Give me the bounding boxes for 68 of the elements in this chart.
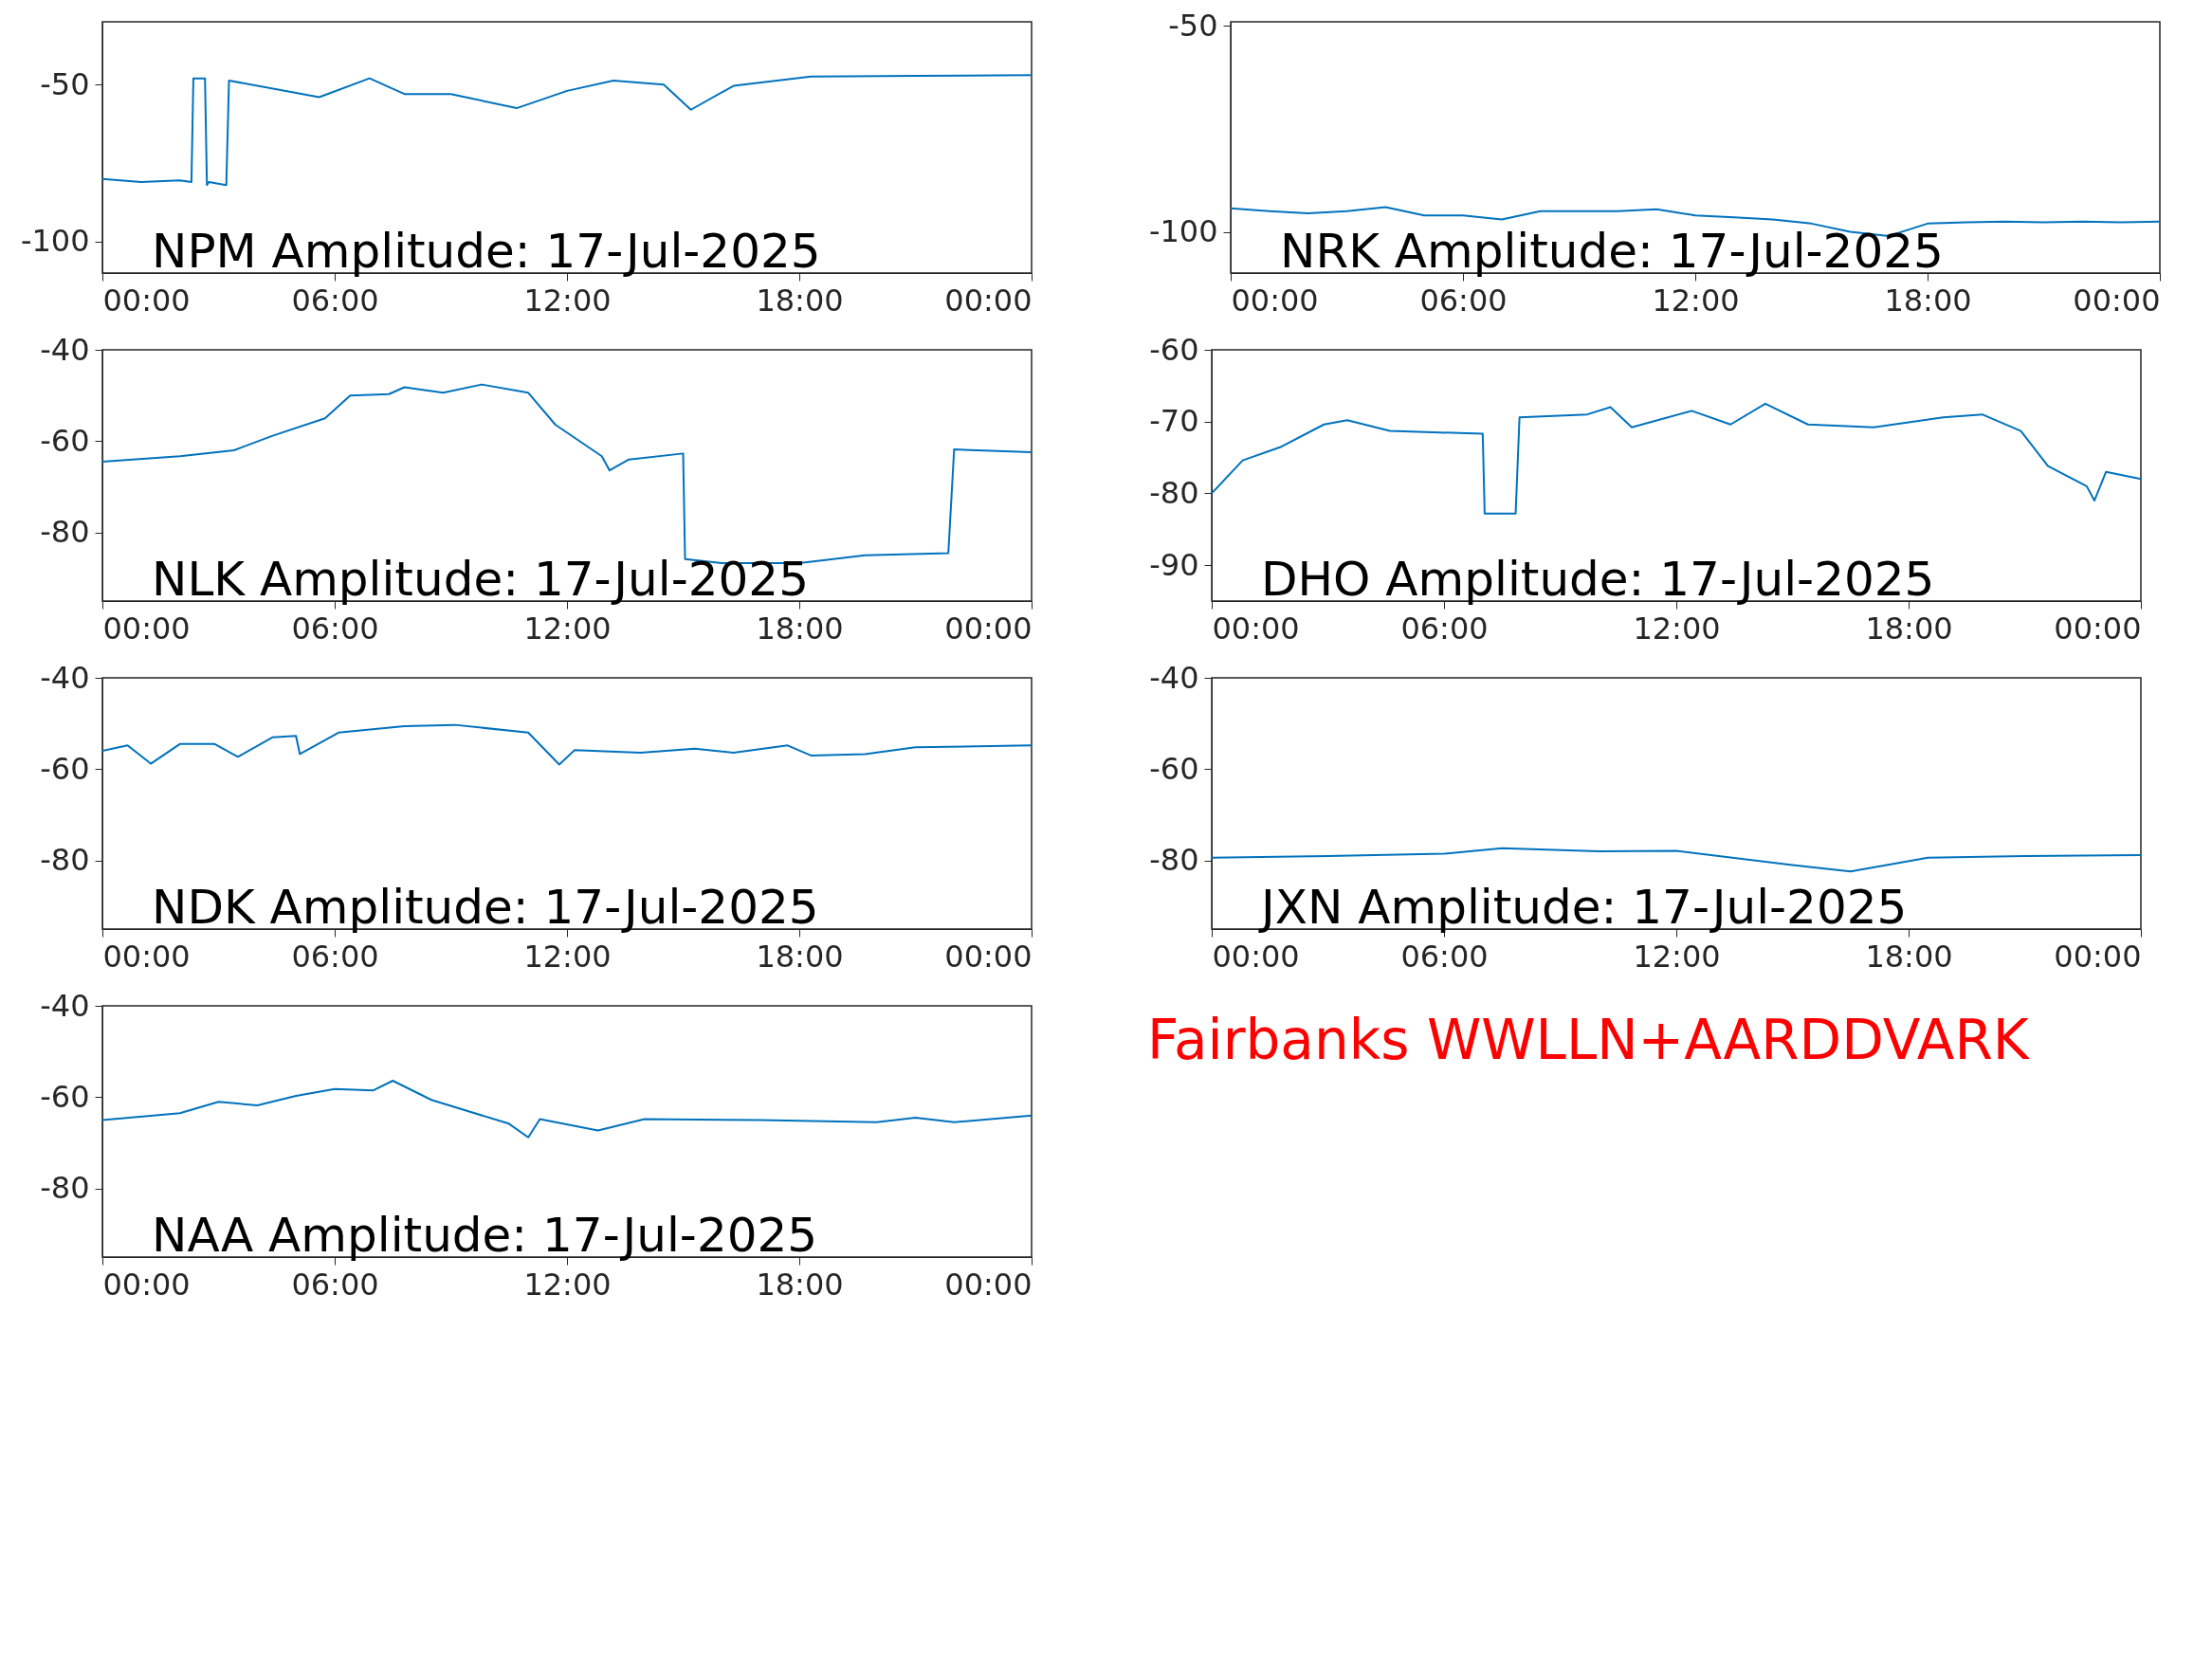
- text: NPM Amplitude: 17-Jul-2025: [152, 224, 821, 279]
- y-tick-label: -40: [40, 659, 90, 696]
- x-tick-label: 06:00: [1419, 282, 1508, 319]
- y-tick-label: -90: [1149, 546, 1199, 583]
- x-tick-label: 00:00: [1212, 938, 1300, 975]
- y-tick-label: -100: [20, 223, 90, 260]
- x-tick-label: 18:00: [756, 938, 844, 975]
- y-tick-label: -70: [1149, 403, 1199, 440]
- y-tick-label: -60: [40, 422, 90, 459]
- x-tick-label: 00:00: [1212, 610, 1300, 647]
- x-tick-label: 12:00: [523, 1266, 612, 1303]
- y-tick-label: -80: [1149, 842, 1199, 879]
- x-tick-label: 00:00: [2054, 610, 2142, 647]
- text: Fairbanks WWLLN+AARDDVARK: [1147, 1008, 2031, 1072]
- text: DHO Amplitude: 17-Jul-2025: [1261, 552, 1935, 607]
- line-series: [1212, 402, 2141, 515]
- y-tick-label: -50: [1168, 7, 1218, 44]
- x-tick-label: 06:00: [291, 1266, 379, 1303]
- x-tick-label: 00:00: [944, 282, 1033, 319]
- x-tick-label: 00:00: [1231, 282, 1319, 319]
- line-series: [1212, 847, 2141, 873]
- x-tick-label: 06:00: [1400, 938, 1489, 975]
- x-tick-label: 00:00: [102, 1266, 191, 1303]
- y-tick-label: -100: [1148, 213, 1218, 250]
- x-tick-label: 00:00: [102, 938, 191, 975]
- line-series: [102, 1080, 1032, 1139]
- line-series: [102, 74, 1032, 187]
- x-tick-label: 00:00: [2073, 282, 2161, 319]
- y-tick-label: -80: [40, 842, 90, 879]
- x-tick-label: 06:00: [291, 610, 379, 647]
- x-tick-label: 12:00: [523, 610, 612, 647]
- text: NAA Amplitude: 17-Jul-2025: [152, 1208, 818, 1263]
- x-tick-label: 18:00: [1865, 938, 1953, 975]
- x-tick-label: 00:00: [944, 610, 1033, 647]
- x-tick-label: 18:00: [756, 282, 844, 319]
- x-tick-label: 12:00: [1633, 610, 1721, 647]
- y-tick-label: -50: [40, 65, 90, 102]
- x-tick-label: 00:00: [944, 1266, 1033, 1303]
- y-tick-label: -40: [40, 331, 90, 368]
- x-tick-label: 06:00: [291, 282, 379, 319]
- x-tick-label: 18:00: [1884, 282, 1972, 319]
- x-tick-label: 12:00: [523, 938, 612, 975]
- y-tick-label: -60: [1149, 331, 1199, 368]
- line-series: [102, 723, 1032, 766]
- x-tick-label: 12:00: [1633, 938, 1721, 975]
- x-tick-label: 06:00: [291, 938, 379, 975]
- y-tick-label: -40: [1149, 659, 1199, 696]
- y-tick-label: -60: [40, 750, 90, 787]
- text: JXN Amplitude: 17-Jul-2025: [1258, 880, 1908, 935]
- y-tick-label: -60: [1149, 750, 1199, 787]
- y-tick-label: -80: [40, 1170, 90, 1207]
- y-tick-label: -80: [1149, 474, 1199, 511]
- y-tick-label: -80: [40, 514, 90, 551]
- x-tick-label: 18:00: [1865, 610, 1953, 647]
- x-tick-label: 00:00: [102, 282, 191, 319]
- x-tick-label: 12:00: [1652, 282, 1740, 319]
- text: NLK Amplitude: 17-Jul-2025: [152, 552, 809, 607]
- y-tick-label: -60: [40, 1078, 90, 1115]
- x-tick-label: 12:00: [523, 282, 612, 319]
- x-tick-label: 18:00: [756, 610, 844, 647]
- x-tick-label: 18:00: [756, 1266, 844, 1303]
- y-tick-label: -40: [40, 987, 90, 1024]
- text: NDK Amplitude: 17-Jul-2025: [152, 880, 819, 935]
- text: NRK Amplitude: 17-Jul-2025: [1280, 224, 1944, 279]
- x-tick-label: 00:00: [102, 610, 191, 647]
- x-tick-label: 00:00: [944, 938, 1033, 975]
- x-tick-label: 00:00: [2054, 938, 2142, 975]
- x-tick-label: 06:00: [1400, 610, 1489, 647]
